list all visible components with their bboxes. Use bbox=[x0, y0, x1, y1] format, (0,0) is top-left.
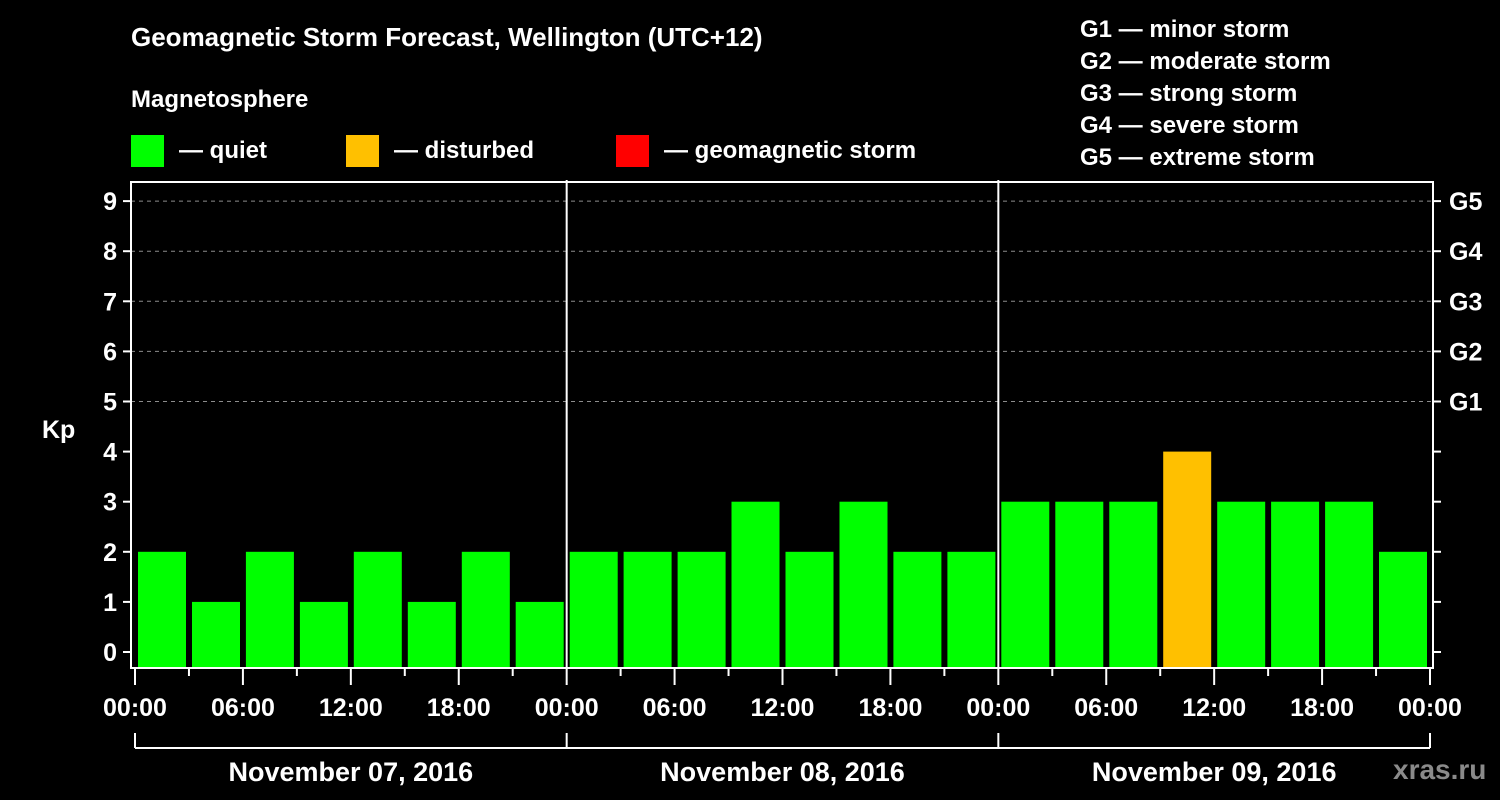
chart-title: Geomagnetic Storm Forecast, Wellington (… bbox=[131, 22, 763, 52]
kp-bar bbox=[1271, 501, 1320, 667]
axis-labels: 0 1 2 3 4 5 6 7 8 9 G1 G2 G3 G4 G5 Kp 00:00 06:00 12:00 18:… bbox=[42, 188, 1482, 787]
kp-bar bbox=[1163, 451, 1212, 667]
day-label: November 08, 2016 bbox=[660, 757, 905, 787]
x-tick-label: 06:00 bbox=[1074, 694, 1138, 722]
kp-bar bbox=[1325, 501, 1374, 667]
legend-item-storm: — geomagnetic storm bbox=[616, 135, 916, 167]
kp-bar bbox=[245, 551, 294, 667]
x-tick-label: 06:00 bbox=[643, 694, 707, 722]
x-tick-label: 12:00 bbox=[751, 694, 815, 722]
x-tick-label: 18:00 bbox=[427, 694, 491, 722]
y-tick-label: 9 bbox=[103, 188, 117, 216]
kp-bar bbox=[1055, 501, 1104, 667]
g-scale-item: G3 — strong storm bbox=[1080, 80, 1298, 107]
kp-bar bbox=[1217, 501, 1266, 667]
g-scale-legend: G1 — minor storm G2 — moderate storm G3 … bbox=[1080, 14, 1331, 174]
x-tick-label: 12:00 bbox=[319, 694, 383, 722]
legend-label-disturbed: — disturbed bbox=[394, 137, 535, 164]
y-tick-label: 2 bbox=[103, 539, 117, 567]
x-tick-label: 12:00 bbox=[1182, 694, 1246, 722]
legend-swatch-disturbed bbox=[346, 135, 379, 167]
legend-item-quiet: — quiet bbox=[131, 135, 267, 167]
kp-bar bbox=[947, 551, 996, 667]
day-label: November 07, 2016 bbox=[229, 757, 474, 787]
x-tick-label: 18:00 bbox=[858, 694, 922, 722]
kp-bar bbox=[893, 551, 942, 667]
legend-heading: Magnetosphere bbox=[131, 86, 309, 113]
g-scale-item: G4 — severe storm bbox=[1080, 112, 1299, 139]
bars bbox=[138, 451, 1427, 667]
g-scale-tick-label: G2 bbox=[1449, 338, 1482, 366]
y-tick-label: 3 bbox=[103, 489, 117, 517]
y-tick-label: 5 bbox=[103, 389, 117, 417]
kp-bar bbox=[839, 501, 888, 667]
y-tick-label: 4 bbox=[103, 439, 117, 467]
g-scale-item: G1 — minor storm bbox=[1080, 16, 1290, 43]
legend-swatch-storm bbox=[616, 135, 649, 167]
g-scale-tick-label: G4 bbox=[1449, 238, 1482, 266]
axes bbox=[123, 180, 1441, 749]
kp-bar bbox=[299, 601, 348, 667]
kp-bar bbox=[515, 601, 564, 667]
g-scale-item: G5 — extreme storm bbox=[1080, 144, 1315, 171]
g-scale-item: G2 — moderate storm bbox=[1080, 48, 1331, 75]
kp-bar bbox=[785, 551, 834, 667]
x-tick-label: 18:00 bbox=[1290, 694, 1354, 722]
kp-bar bbox=[407, 601, 456, 667]
y-tick-label: 8 bbox=[103, 238, 117, 266]
g-scale-tick-label: G5 bbox=[1449, 188, 1482, 216]
legend-label-storm: — geomagnetic storm bbox=[664, 137, 917, 164]
kp-bar bbox=[192, 601, 240, 667]
x-tick-label: 00:00 bbox=[1398, 694, 1462, 722]
y-tick-label: 1 bbox=[103, 589, 117, 617]
day-label: November 09, 2016 bbox=[1092, 757, 1337, 787]
kp-bar bbox=[569, 551, 618, 667]
g-scale-tick-label: G3 bbox=[1449, 288, 1482, 316]
kp-bar bbox=[461, 551, 510, 667]
kp-bar bbox=[353, 551, 402, 667]
watermark: xras.ru bbox=[1393, 754, 1487, 785]
kp-bar bbox=[1109, 501, 1158, 667]
x-tick-label: 06:00 bbox=[211, 694, 275, 722]
y-axis-label: Kp bbox=[42, 416, 75, 444]
gridlines bbox=[131, 200, 1433, 402]
g-scale-tick-label: G1 bbox=[1449, 389, 1482, 417]
kp-bar bbox=[1379, 551, 1427, 667]
kp-bar bbox=[623, 551, 672, 667]
legend-item-disturbed: — disturbed bbox=[346, 135, 534, 167]
kp-bar bbox=[731, 501, 780, 667]
y-tick-label: 7 bbox=[103, 288, 117, 316]
kp-bar bbox=[677, 551, 726, 667]
kp-bar bbox=[138, 551, 186, 667]
legend-swatch-quiet bbox=[131, 135, 164, 167]
x-tick-label: 00:00 bbox=[103, 694, 167, 722]
y-tick-label: 6 bbox=[103, 338, 117, 366]
kp-bar bbox=[1001, 501, 1050, 667]
x-tick-label: 00:00 bbox=[535, 694, 599, 722]
x-tick-label: 00:00 bbox=[966, 694, 1030, 722]
y-tick-label: 0 bbox=[103, 639, 117, 667]
legend-label-quiet: — quiet bbox=[179, 137, 267, 164]
